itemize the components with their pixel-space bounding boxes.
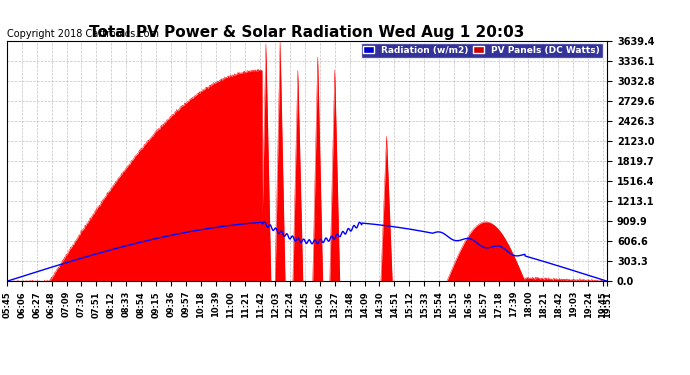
Legend: Radiation (w/m2), PV Panels (DC Watts): Radiation (w/m2), PV Panels (DC Watts) xyxy=(360,44,602,58)
Text: Copyright 2018 Cartronics.com: Copyright 2018 Cartronics.com xyxy=(7,29,159,39)
Title: Total PV Power & Solar Radiation Wed Aug 1 20:03: Total PV Power & Solar Radiation Wed Aug… xyxy=(90,25,524,40)
